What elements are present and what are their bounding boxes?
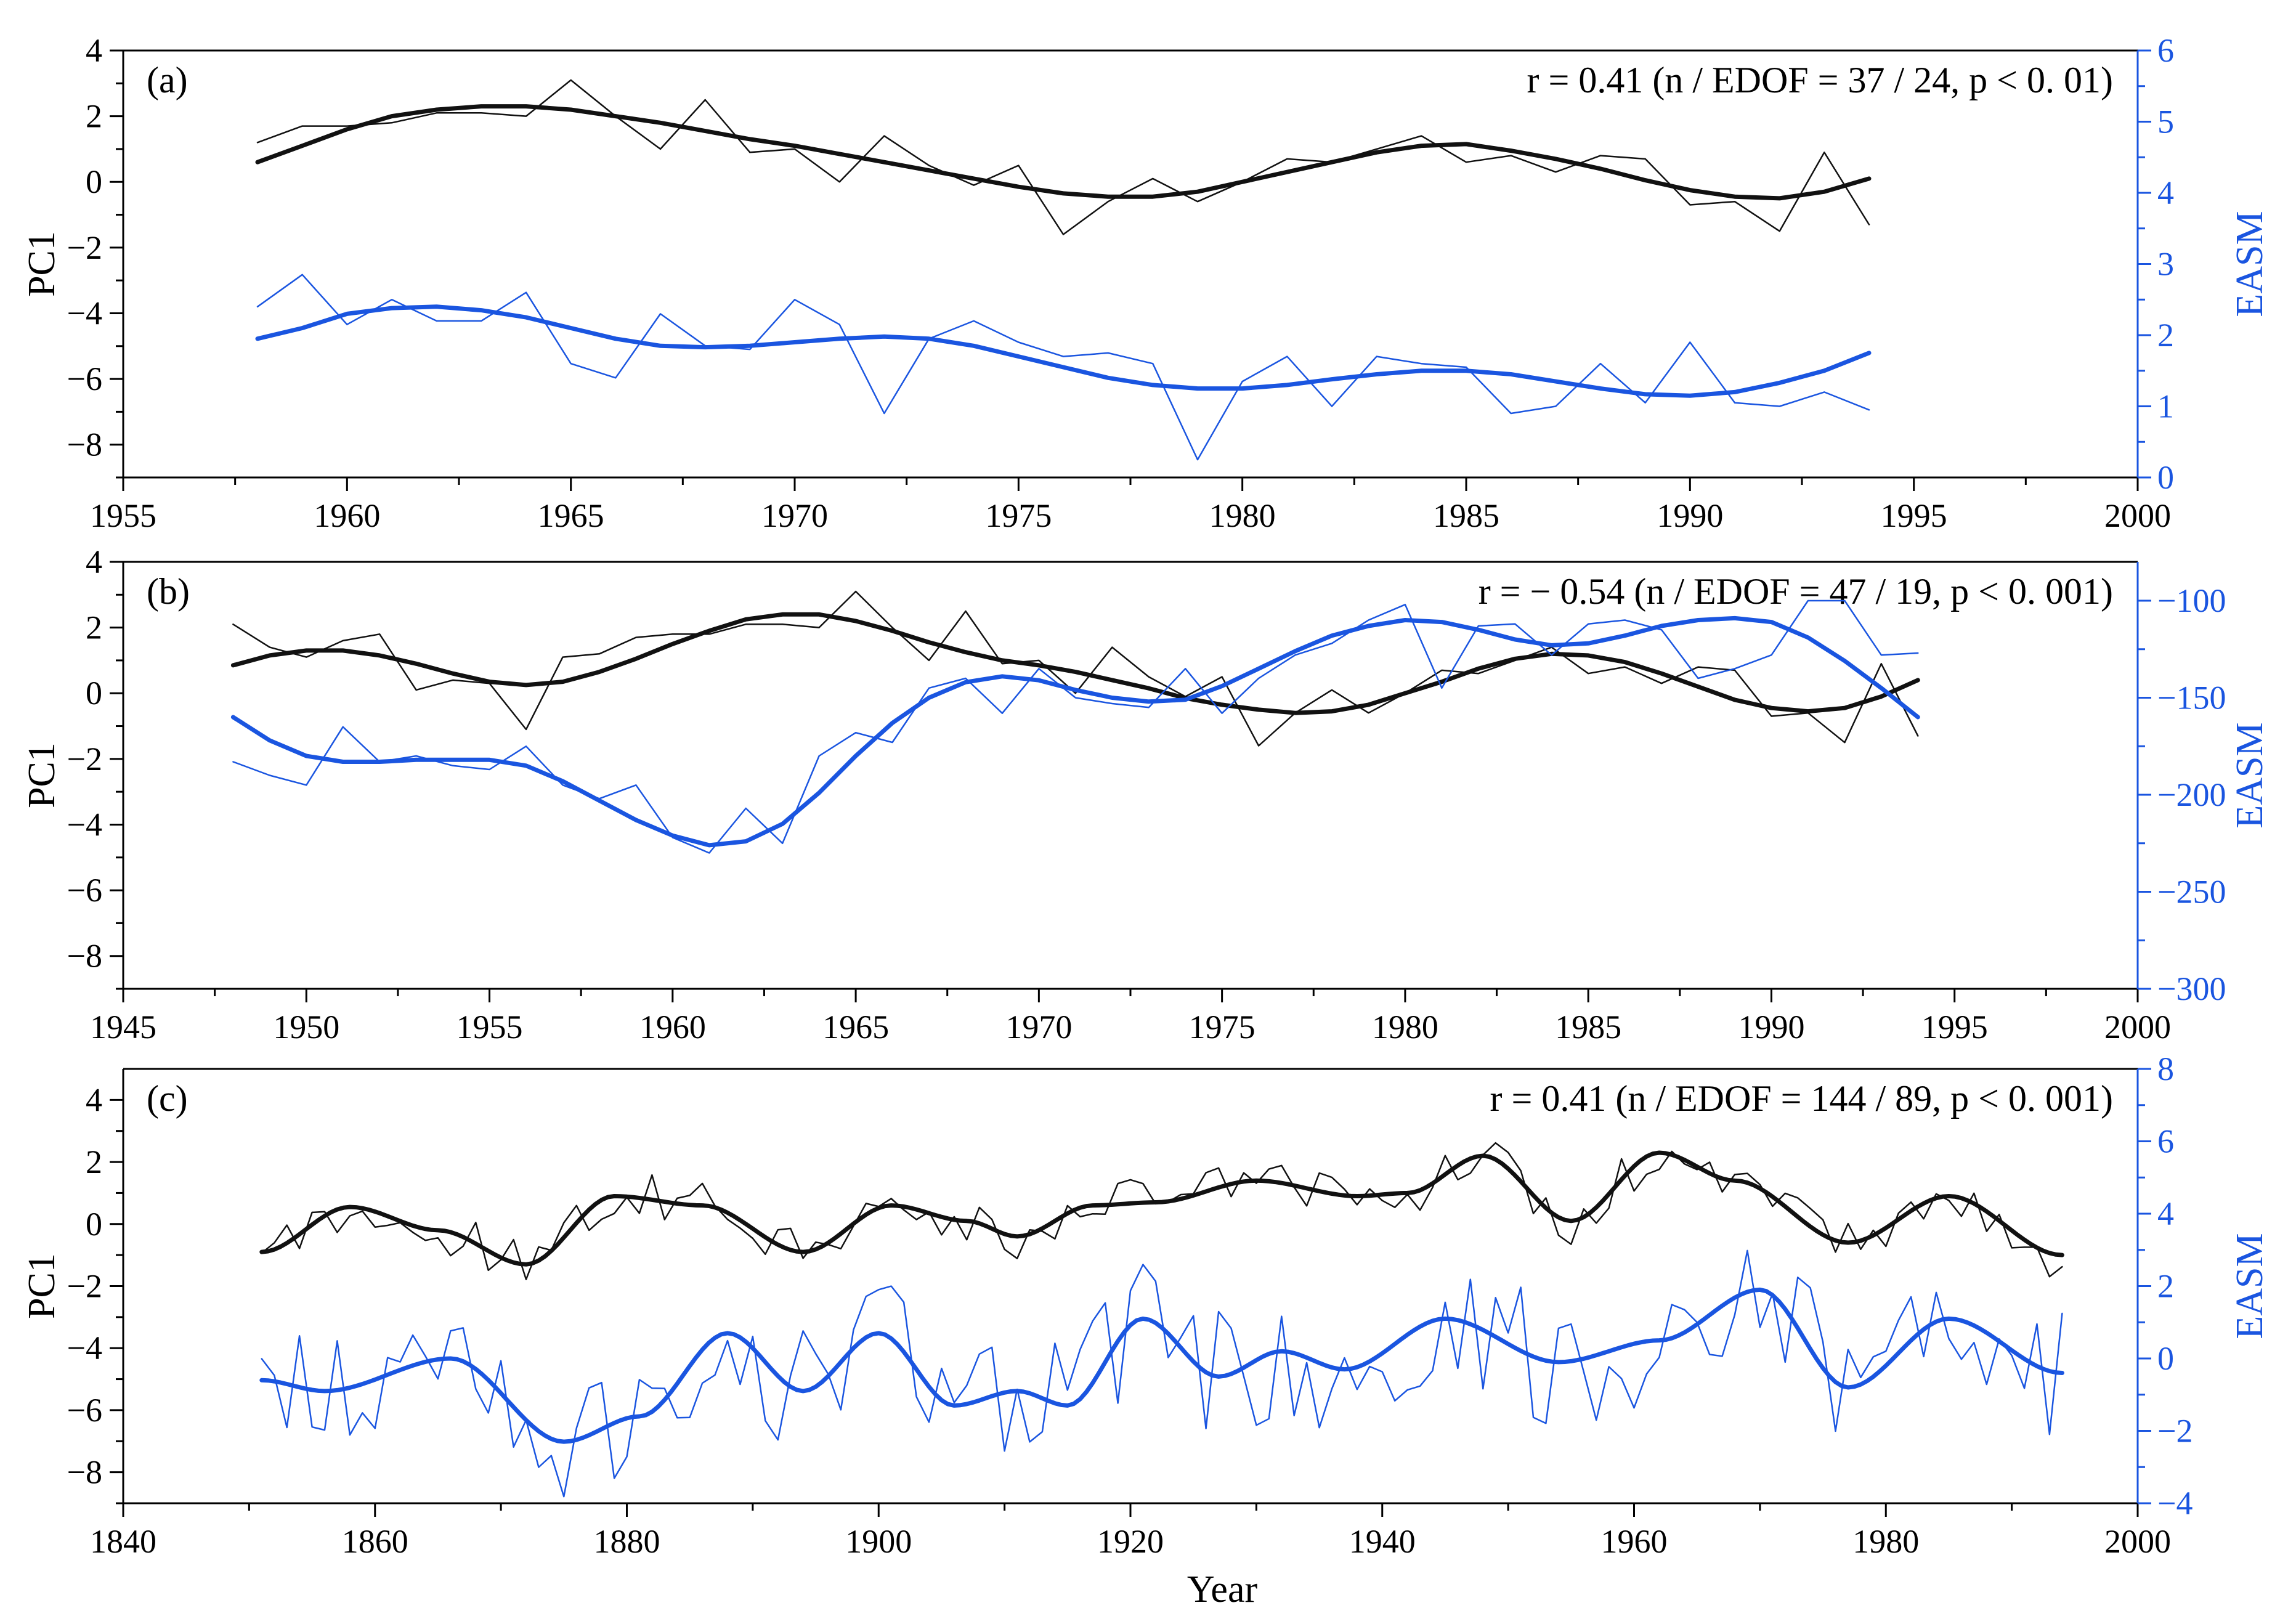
easm-smoothed-line (230, 615, 1920, 848)
y-left-tick-label: 2 (86, 609, 102, 646)
easm-line (256, 274, 1870, 461)
y-left-tick-label: 4 (86, 1081, 102, 1118)
y-left-tick-label: −6 (67, 872, 102, 909)
x-tick-label: 1960 (639, 1009, 706, 1046)
pc1-smoothed-line (230, 612, 1920, 715)
pc1-line (256, 79, 1870, 235)
y-right-tick-label: 8 (2157, 1050, 2174, 1087)
y-left-tick-label: 4 (86, 32, 102, 69)
y-left-tick-label: 0 (86, 163, 102, 200)
x-axis-label: Year (1187, 1569, 1258, 1610)
panel-label: (b) (147, 571, 190, 612)
x-tick-label: 1955 (456, 1009, 523, 1046)
y-left-tick-label: −4 (67, 294, 102, 331)
y-left-tick-label: 2 (86, 98, 102, 135)
x-tick-label: 1970 (1005, 1009, 1072, 1046)
y-right-tick-label: 4 (2157, 174, 2174, 211)
x-tick-label: 2000 (2104, 497, 2171, 534)
x-tick-label: 1860 (342, 1523, 408, 1560)
y-right-tick-label: −200 (2157, 776, 2226, 813)
pc1-smoothed-line (255, 104, 1872, 201)
x-tick-label: 1975 (985, 497, 1052, 534)
y-left-tick-label: −2 (67, 741, 102, 778)
y-left-tick-label: −2 (67, 1268, 102, 1305)
correlation-annotation: r = − 0.54 (n / EDOF = 47 / 19, p < 0. 0… (1479, 571, 2113, 612)
x-tick-label: 1840 (90, 1523, 156, 1560)
y-right-tick-label: −150 (2157, 680, 2226, 717)
y-left-axis-label: PC1 (21, 742, 63, 808)
x-tick-label: 1960 (1601, 1523, 1668, 1560)
y-right-tick-label: 2 (2157, 317, 2174, 354)
x-tick-label: 2000 (2104, 1523, 2171, 1560)
panel-b: 1945 1950 1955 1960 1965 1970 1975 1980 1985 1990… (21, 543, 2271, 1046)
y-right-tick-label: 6 (2157, 1123, 2174, 1160)
x-tick-label: 1970 (761, 497, 828, 534)
y-left-axis-label: PC1 (21, 1253, 63, 1319)
x-tick-label: 1980 (1852, 1523, 1919, 1560)
y-left-tick-label: −8 (67, 938, 102, 975)
y-left-tick-label: 2 (86, 1143, 102, 1180)
x-tick-label: 1975 (1189, 1009, 1255, 1046)
y-right-tick-label: −250 (2157, 874, 2226, 911)
y-left-tick-label: −4 (67, 1330, 102, 1366)
y-right-tick-label: 6 (2157, 32, 2174, 69)
correlation-annotation: r = 0.41 (n / EDOF = 144 / 89, p < 0. 00… (1490, 1078, 2113, 1119)
y-left-tick-label: −8 (67, 426, 102, 463)
y-right-axis-label: EASM (2229, 211, 2271, 317)
panel-label: (a) (147, 60, 188, 100)
y-left-tick-label: −6 (67, 360, 102, 397)
x-tick-label: 1945 (90, 1009, 156, 1046)
x-tick-label: 1980 (1209, 497, 1276, 534)
x-tick-label: 1940 (1349, 1523, 1416, 1560)
y-left-tick-label: −6 (67, 1392, 102, 1429)
y-left-tick-label: −4 (67, 806, 102, 843)
y-right-tick-label: −2 (2157, 1413, 2193, 1450)
x-tick-label: 1965 (822, 1009, 889, 1046)
pc1-line (232, 590, 1919, 747)
x-tick-label: 1985 (1555, 1009, 1621, 1046)
x-tick-label: 1995 (1881, 497, 1947, 534)
x-tick-label: 1960 (314, 497, 380, 534)
x-tick-label: 1955 (90, 497, 156, 534)
y-left-tick-label: −2 (67, 229, 102, 266)
easm-smoothed-line (255, 304, 1872, 398)
y-right-tick-label: −100 (2157, 582, 2226, 619)
y-right-tick-label: −4 (2157, 1485, 2193, 1522)
panel-c: 1840 1860 1880 1900 1920 1940 1960 1980 2000 4 2 0 −… (21, 1050, 2271, 1560)
panel-label: (c) (147, 1078, 188, 1119)
x-tick-label: 1950 (273, 1009, 339, 1046)
y-left-axis-label: PC1 (21, 231, 63, 297)
x-tick-label: 1990 (1738, 1009, 1804, 1046)
y-right-axis-label: EASM (2229, 722, 2271, 828)
x-tick-label: 1995 (1921, 1009, 1988, 1046)
easm-line (261, 1249, 2063, 1498)
panel-a: 1955 1960 1965 1970 1975 1980 1985 1990 1995 2000… (21, 32, 2271, 534)
easm-smoothed-line (259, 1287, 2064, 1444)
y-right-tick-label: 3 (2157, 246, 2174, 283)
y-right-tick-label: 0 (2157, 459, 2174, 496)
y-left-tick-label: 0 (86, 675, 102, 712)
pc1-smoothed-line (259, 1150, 2064, 1267)
x-tick-label: 1985 (1433, 497, 1499, 534)
x-tick-label: 2000 (2104, 1009, 2171, 1046)
x-tick-label: 1900 (845, 1523, 912, 1560)
y-right-tick-label: 0 (2157, 1340, 2174, 1377)
x-tick-label: 1880 (594, 1523, 660, 1560)
y-right-axis-label: EASM (2229, 1233, 2271, 1339)
x-tick-label: 1920 (1097, 1523, 1164, 1560)
correlation-annotation: r = 0.41 (n / EDOF = 37 / 24, p < 0. 01) (1527, 60, 2113, 100)
y-left-tick-label: 4 (86, 543, 102, 580)
x-tick-label: 1980 (1372, 1009, 1438, 1046)
y-right-tick-label: −300 (2157, 970, 2226, 1007)
y-right-tick-label: 4 (2157, 1195, 2174, 1232)
y-left-tick-label: 0 (86, 1206, 102, 1243)
easm-line (232, 599, 1919, 854)
y-right-tick-label: 2 (2157, 1268, 2174, 1305)
y-left-tick-label: −8 (67, 1454, 102, 1491)
y-right-tick-label: 5 (2157, 104, 2174, 140)
x-tick-label: 1990 (1657, 497, 1723, 534)
x-tick-label: 1965 (538, 497, 604, 534)
y-right-tick-label: 1 (2157, 388, 2174, 425)
